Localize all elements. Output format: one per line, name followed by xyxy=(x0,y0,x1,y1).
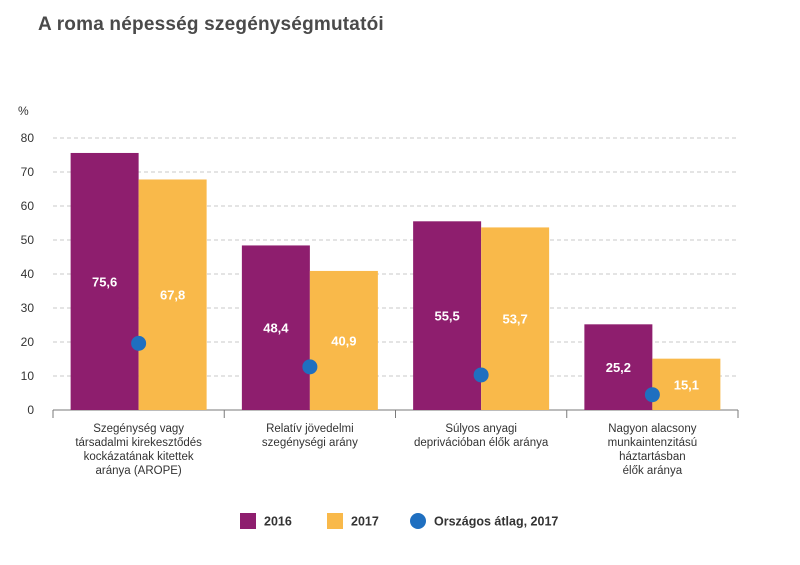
bar-2016 xyxy=(413,221,482,410)
y-tick-label: 30 xyxy=(21,301,35,315)
bar-2017 xyxy=(481,227,550,410)
bar-2016 xyxy=(70,152,139,410)
bar-2017 xyxy=(309,270,378,410)
data-label: 48,4 xyxy=(263,321,289,336)
legend-label: Országos átlag, 2017 xyxy=(434,515,558,529)
legend-swatch xyxy=(240,513,256,529)
x-category-label: Relatív jövedelmi xyxy=(266,423,354,435)
legend-label: 2017 xyxy=(351,515,379,529)
data-label: 25,2 xyxy=(606,360,631,375)
average-marker xyxy=(473,367,489,383)
legend-marker xyxy=(410,513,426,529)
y-tick-label: 70 xyxy=(21,165,35,179)
data-label: 67,8 xyxy=(160,288,185,303)
y-tick-label: 20 xyxy=(21,335,35,349)
x-category-label: Súlyos anyagi xyxy=(445,423,517,435)
average-marker xyxy=(131,335,147,351)
bar-2016 xyxy=(241,245,310,410)
data-label: 40,9 xyxy=(331,333,356,348)
x-category-label: kockázatának kitettek xyxy=(84,451,194,463)
y-axis-unit: % xyxy=(18,104,29,118)
x-category-label: háztartásban xyxy=(619,451,686,463)
x-category-label: Szegénység vagy xyxy=(93,423,184,435)
y-tick-label: 50 xyxy=(21,233,35,247)
data-label: 53,7 xyxy=(502,312,527,327)
data-label: 15,1 xyxy=(674,377,699,392)
y-tick-label: 10 xyxy=(21,369,35,383)
chart-title: A roma népesség szegénységmutatói xyxy=(38,14,384,35)
y-tick-label: 80 xyxy=(21,131,35,145)
x-category-label: Nagyon alacsony xyxy=(608,423,696,435)
data-label: 55,5 xyxy=(434,309,459,324)
bar-2016 xyxy=(584,324,653,410)
bar-2017 xyxy=(138,179,207,410)
legend-swatch xyxy=(327,513,343,529)
y-tick-label: 0 xyxy=(27,403,34,417)
average-marker xyxy=(644,387,660,403)
x-category-label: munkaintenzitású xyxy=(608,437,698,449)
bar-2017 xyxy=(652,358,721,410)
x-category-label: deprivációban élők aránya xyxy=(414,437,549,449)
x-category-label: aránya (AROPE) xyxy=(95,465,181,477)
average-marker xyxy=(302,359,318,375)
x-category-label: társadalmi kirekesztődés xyxy=(75,437,202,449)
x-category-label: szegénységi arány xyxy=(262,437,358,449)
y-tick-label: 60 xyxy=(21,199,35,213)
legend-label: 2016 xyxy=(264,515,292,529)
data-label: 75,6 xyxy=(92,274,117,289)
y-tick-label: 40 xyxy=(21,267,35,281)
x-category-label: élők aránya xyxy=(623,465,683,477)
